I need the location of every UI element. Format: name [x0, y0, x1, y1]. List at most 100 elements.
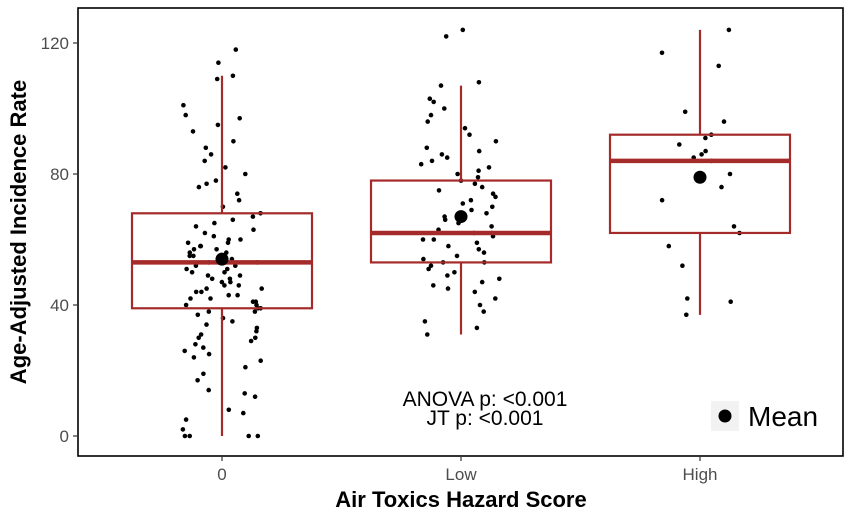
data-point [250, 214, 256, 219]
mean-marker [215, 252, 229, 266]
data-point [222, 283, 227, 288]
data-point [659, 50, 665, 56]
data-point [721, 119, 727, 124]
legend: Mean [711, 401, 818, 432]
data-point [677, 142, 682, 147]
data-point [219, 279, 225, 285]
y-tick-label: 0 [60, 427, 69, 446]
data-point [202, 230, 208, 236]
data-point [445, 286, 451, 291]
y-tick-label: 80 [50, 165, 69, 184]
data-point [431, 237, 437, 242]
data-point [728, 299, 733, 305]
data-point [193, 224, 199, 229]
data-point [684, 312, 689, 318]
annotation-jt: JT p: <0.001 [427, 407, 544, 430]
data-point [428, 263, 434, 269]
data-point [185, 240, 191, 246]
data-point [493, 139, 499, 144]
data-point [230, 319, 235, 324]
data-point [476, 148, 482, 154]
data-point [259, 286, 265, 291]
data-point [255, 433, 261, 439]
data-point [469, 207, 474, 213]
data-point [183, 302, 189, 308]
data-point [191, 247, 197, 252]
data-point [481, 250, 487, 255]
data-point [424, 145, 430, 151]
x-axis-title: Air Toxics Hazard Score [335, 487, 586, 512]
data-point [187, 433, 192, 439]
data-point [225, 266, 230, 272]
data-point [214, 247, 219, 252]
legend-label-mean: Mean [748, 401, 818, 432]
mean-marker [454, 210, 468, 224]
data-point [475, 175, 481, 180]
data-points [180, 27, 742, 439]
data-point [477, 302, 483, 308]
data-point [230, 217, 236, 223]
data-point [188, 296, 193, 301]
data-point [703, 135, 708, 141]
data-point [479, 279, 485, 285]
data-point [428, 112, 434, 118]
data-point [206, 351, 212, 357]
data-point [187, 253, 192, 259]
data-point [250, 299, 256, 305]
data-point [666, 243, 672, 249]
data-point [212, 220, 217, 226]
data-point [474, 325, 480, 331]
data-point [203, 145, 209, 151]
data-point [472, 181, 478, 187]
data-point [204, 322, 209, 327]
data-point [493, 194, 498, 200]
data-point [699, 152, 704, 157]
data-point [215, 122, 221, 128]
data-point [187, 250, 193, 255]
data-point [726, 27, 732, 33]
data-point [181, 102, 186, 108]
data-point [425, 332, 430, 337]
data-point [233, 47, 239, 52]
data-point [454, 253, 460, 259]
data-point [436, 188, 442, 193]
data-point [193, 289, 199, 295]
data-point [204, 181, 209, 187]
data-point [205, 273, 211, 278]
data-point [444, 155, 450, 160]
data-point [462, 125, 468, 131]
y-axis-title: Age-Adjusted Incidence Rate [6, 80, 31, 384]
data-point [460, 201, 466, 206]
data-point [182, 348, 187, 354]
data-point [202, 158, 207, 164]
data-point [241, 410, 246, 416]
data-point [246, 433, 251, 439]
data-point [213, 178, 219, 183]
data-point [490, 204, 495, 210]
x-tick-label: High [683, 465, 718, 484]
data-point [206, 387, 211, 393]
data-point [481, 309, 487, 314]
data-point [195, 312, 201, 318]
data-point [497, 276, 502, 282]
data-point [230, 73, 236, 79]
data-point [427, 96, 433, 101]
data-point [195, 378, 200, 383]
data-point [180, 427, 186, 432]
x-tick-label: Low [445, 465, 477, 484]
data-point [204, 286, 209, 291]
data-point [209, 276, 215, 282]
data-point [238, 237, 243, 242]
mean-marker [693, 170, 707, 184]
data-point [243, 171, 248, 177]
data-point [467, 132, 472, 137]
data-point [490, 191, 496, 196]
data-point [429, 158, 435, 164]
data-point [422, 319, 428, 324]
annotation-anova: ANOVA p: <0.001 [403, 388, 568, 411]
data-point [184, 266, 189, 272]
data-point [442, 106, 447, 111]
data-point [237, 273, 243, 278]
data-point [468, 197, 474, 203]
data-point [227, 276, 233, 282]
